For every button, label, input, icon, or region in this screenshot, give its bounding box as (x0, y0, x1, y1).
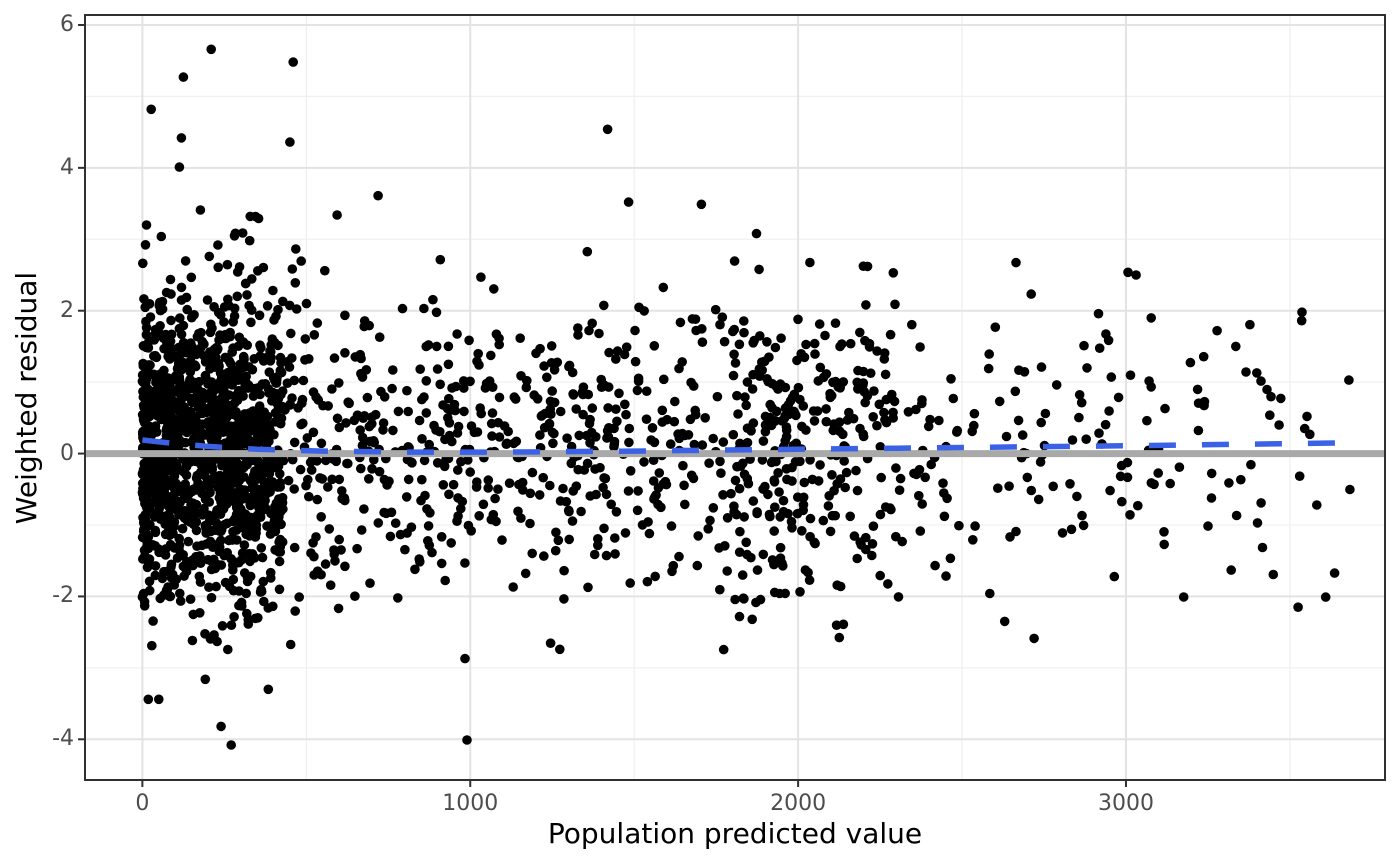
y-tick-label: -4 (52, 726, 74, 752)
data-points (137, 44, 1355, 750)
grid-minor (85, 15, 1385, 780)
y-tick-label: 4 (60, 154, 74, 180)
panel-border (84, 14, 1386, 781)
y-tick-label: 0 (60, 440, 74, 466)
x-tick-label: 2000 (770, 791, 827, 816)
x-tick-label: 3000 (1097, 791, 1154, 816)
y-tick-label: 2 (60, 297, 74, 323)
x-axis-title: Population predicted value (547, 817, 923, 850)
x-tick-label: 1000 (442, 791, 499, 816)
y-tick-label: 6 (60, 12, 74, 37)
loess-smooth-line (142, 437, 1340, 455)
y-axis-title: Weighted residual (10, 271, 43, 525)
axis-tick-marks (78, 24, 1127, 787)
x-tick-label: 0 (135, 791, 150, 816)
y-tick-label: -2 (52, 583, 74, 609)
